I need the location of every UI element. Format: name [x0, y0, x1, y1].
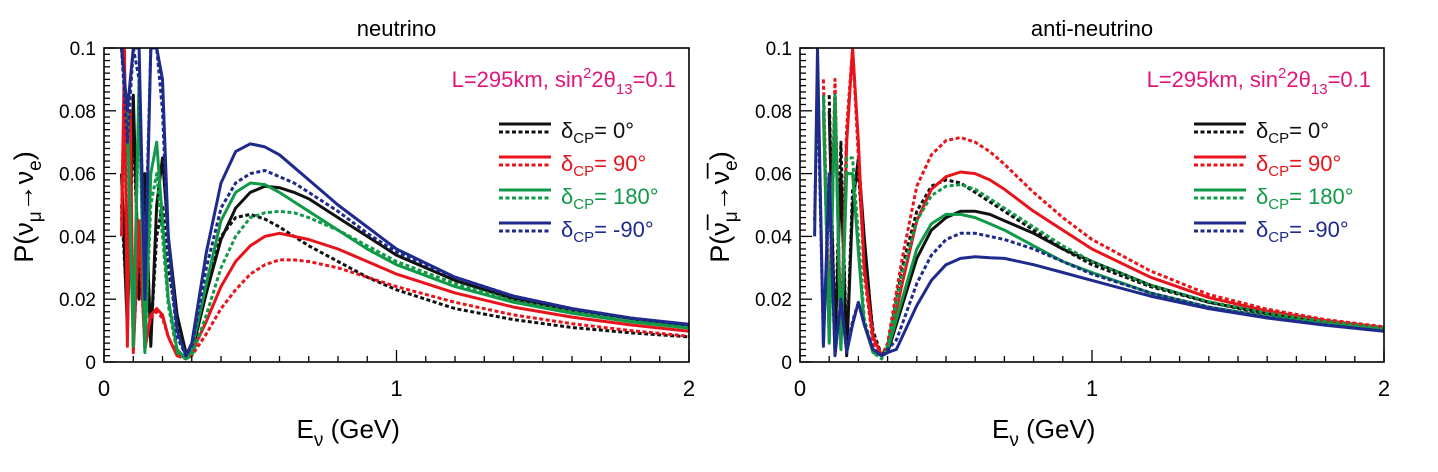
legend-label: δCP= -90°: [1256, 217, 1349, 246]
series-group: [120, 48, 689, 361]
series-line-delta-90-dashed: [821, 48, 1384, 358]
series-line-delta-90-dashed: [120, 77, 689, 361]
x-tick-label: 0: [98, 376, 110, 401]
y-tick-label: 0.1: [766, 39, 792, 60]
legend: δCP= 0° δCP= 90° δCP= 180° δCP= -90°: [499, 118, 659, 246]
series-line-delta-180-solid: [125, 77, 689, 361]
y-tick-label: 0.04: [755, 227, 792, 248]
y-tick-label: 0.06: [59, 165, 96, 186]
chart-panel-1: neutrino 0 1 2 0 0.02 0.04 0.06 0.08 0.1 Eν (GeV) P…: [9, 16, 695, 451]
legend-label: δCP= 90°: [561, 151, 646, 180]
legend-label: δCP= -90°: [561, 217, 654, 246]
x-tick-label: 1: [1086, 376, 1098, 401]
y-tick-label: 0: [85, 353, 96, 374]
y-axis-label: P(ν̅μ→ν̅e): [705, 151, 742, 263]
y-tick-label: 0.1: [70, 39, 96, 60]
legend: δCP= 0° δCP= 90° δCP= 180° δCP= -90°: [1194, 118, 1354, 246]
series-line-delta-90-solid: [821, 48, 1384, 358]
y-tick-label: 0.02: [59, 290, 96, 311]
chart-title: neutrino: [357, 16, 437, 41]
legend-label: δCP= 90°: [1256, 151, 1341, 180]
legend-label: δCP= 180°: [561, 184, 659, 213]
legend-label: δCP= 0°: [1256, 118, 1329, 147]
y-axis-label: P(νμ→νe): [9, 151, 46, 263]
y-tick-label: 0: [781, 353, 792, 374]
series-line-delta-minus90-dashed: [120, 48, 689, 358]
oscillation-parameters-annotation: L=295km, sin22θ13=0.1: [452, 65, 676, 98]
x-tick-label: 0: [794, 376, 806, 401]
x-tick-label: 2: [683, 376, 695, 401]
series-group: [813, 48, 1384, 361]
x-axis-label: Eν (GeV): [992, 414, 1095, 451]
y-tick-label: 0.08: [59, 102, 96, 123]
series-line-delta-minus90-dashed: [813, 77, 1384, 358]
chart-title: anti-neutrino: [1031, 16, 1153, 41]
legend-label: δCP= 0°: [561, 118, 634, 147]
x-tick-label: 1: [390, 376, 402, 401]
series-line-delta-minus90-solid: [813, 48, 1384, 358]
y-tick-label: 0.06: [755, 165, 792, 186]
series-line-delta-180-solid: [821, 93, 1384, 358]
y-tick-label: 0.04: [59, 227, 96, 248]
legend-label: δCP= 180°: [1256, 184, 1354, 213]
x-axis-label: Eν (GeV): [297, 414, 400, 451]
x-tick-label: 2: [1378, 376, 1390, 401]
oscillation-parameters-annotation: L=295km, sin22θ13=0.1: [1147, 65, 1371, 98]
y-tick-label: 0.08: [755, 102, 792, 123]
y-tick-label: 0.02: [755, 290, 792, 311]
series-line-delta-180-dashed: [125, 93, 689, 361]
chart-panel-2: anti-neutrino 0 1 2 0 0.02 0.04 0.06 0.08 0.1 Eν (…: [705, 16, 1390, 451]
